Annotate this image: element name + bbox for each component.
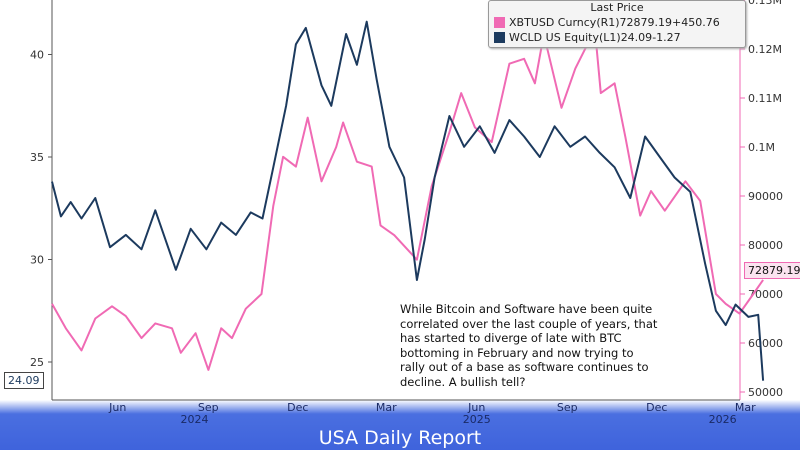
x-tick-label: Mar: [735, 401, 756, 414]
left-tick-label: 40: [30, 49, 44, 62]
x-year-label: 2026: [709, 413, 737, 426]
x-tick-label: Jun: [467, 401, 485, 414]
legend: Last Price XBTUSD Curncy (R1) 72879.19 +…: [488, 0, 746, 48]
right-tick-label: 0.11M: [748, 92, 782, 105]
right-tick-label: 0.12M: [748, 43, 782, 56]
x-year-label: 2024: [180, 413, 208, 426]
legend-title: Last Price: [590, 1, 644, 14]
x-tick-label: Dec: [646, 401, 667, 414]
right-tick-label: 80000: [748, 239, 783, 252]
left-tick-label: 30: [30, 254, 44, 267]
annotation: While Bitcoin and Software have been qui…: [400, 302, 658, 389]
right-tick-label: 0.13M: [748, 0, 782, 7]
x-tick-label: Sep: [557, 401, 578, 414]
xbtusd-last-value-label: 72879.19: [744, 262, 800, 279]
legend-item-xbtusd: XBTUSD Curncy (R1) 72879.19 +450.76: [489, 15, 745, 30]
right-tick-label: 60000: [748, 337, 783, 350]
left-tick-label: 35: [30, 151, 44, 164]
wcld-series-line: [51, 20, 765, 381]
x-tick-label: Jun: [108, 401, 126, 414]
right-tick-label: 50000: [748, 386, 783, 399]
x-tick-label: Dec: [287, 401, 308, 414]
left-tick-label: 25: [30, 356, 44, 369]
legend-item-wcld: WCLD US Equity (L1) 24.09 -1.27: [489, 30, 745, 45]
right-tick-label: 0.1M: [748, 141, 775, 154]
wcld-last-value-label: 24.09: [4, 372, 44, 389]
right-tick-label: 70000: [748, 288, 783, 301]
x-tick-label: Mar: [376, 401, 397, 414]
right-tick-label: 90000: [748, 190, 783, 203]
x-year-label: 2025: [463, 413, 491, 426]
x-tick-label: Sep: [198, 401, 219, 414]
banner: USA Daily Report: [0, 400, 800, 450]
xbtusd-series-line: [51, 28, 764, 371]
banner-title: USA Daily Report: [318, 427, 482, 449]
